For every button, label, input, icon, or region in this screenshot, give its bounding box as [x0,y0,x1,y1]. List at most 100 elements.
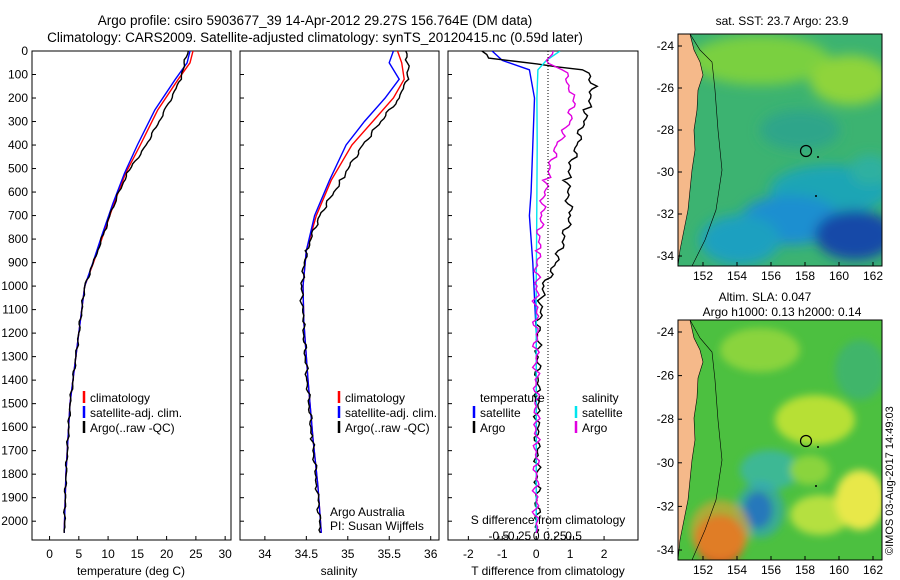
sla-map-title-line1: Altim. SLA: 0.047 [719,290,812,304]
map-lon-label: 154 [727,269,747,283]
map-lat-label: -32 [657,207,675,221]
island-dot [817,446,819,448]
temperature-series [62,51,194,533]
legend-s-argo-label: Argo [582,421,608,435]
map-lat-label: -32 [657,499,675,513]
x-tick-label: 20 [160,547,174,561]
temperature-legend: climatology satellite-adj. clim. Argo(..… [82,391,182,435]
australia-coast-land [678,34,704,266]
depth-tick-label: 0 [21,44,28,58]
legend-satellite-label: satellite-adj. clim. [345,406,437,420]
depth-tick-label: 2000 [1,514,28,528]
depth-axis: 0 100 200 300 400 500 600 700 800 900 1000 1100 1200… [1,44,452,528]
t-difference-xlabel: T difference from climatology [471,564,625,578]
legend-salinity-title: salinity [582,391,619,405]
map-lat-label: -28 [657,123,675,137]
depth-tick-label: 1600 [1,420,28,434]
x-tick-label: 2 [601,547,608,561]
difference-legend: temperature salinity satellite Argo sate… [472,391,623,435]
depth-tick-label: 1700 [1,444,28,458]
depth-tick-label: 1900 [1,491,28,505]
difference-series [481,51,599,534]
legend-temperature-title: temperature [480,391,545,405]
depth-tick-label: 1800 [1,467,28,481]
difference-panel-frame [447,50,639,541]
map-lon-label: 162 [863,269,883,283]
shelf-contour [689,320,723,560]
map-lat-label: -24 [657,325,675,339]
sla-map [678,320,882,560]
x-tick-label: 5 [75,547,82,561]
x-tick-label: 10 [101,547,115,561]
series-line-s-satellite [535,51,561,533]
imos-watermark: ©IMOS 03-Aug-2017 14:49:03 [884,406,896,555]
sst-map-y-axis: -24 -26 -28 -30 -32 -34 [657,39,682,263]
series-line-argo [62,51,189,533]
salinity-x-axis: 34 34.5 35 35.5 36 [258,536,438,561]
plot-title-line2: Climatology: CARS2009. Satellite-adjuste… [47,30,583,45]
depth-tick-label: 600 [8,185,28,199]
x-tick-label: 15 [131,547,145,561]
x-tick-label: 25 [189,547,203,561]
map-lon-label: 152 [693,563,713,577]
x-tick-label: 0 [533,547,540,561]
depth-tick-label: 800 [8,232,28,246]
plot-title-line1: Argo profile: csiro 5903677_39 14-Apr-20… [97,13,533,28]
depth-tick-label: 1500 [1,397,28,411]
sst-map [678,34,882,266]
map-lon-label: 158 [795,269,815,283]
map-lon-label: 160 [829,269,849,283]
series-line-argo [299,51,410,534]
depth-tick-label: 100 [8,68,28,82]
map-lon-label: 152 [693,269,713,283]
map-lon-label: 156 [761,563,781,577]
credit-line2: PI: Susan Wijffels [330,519,424,533]
depth-tick-label: 1000 [1,279,28,293]
legend-satellite-label: satellite-adj. clim. [90,406,182,420]
sst-map-title: sat. SST: 23.7 Argo: 23.9 [716,14,849,28]
australia-coast-land [678,320,704,560]
legend-t-satellite-label: satellite [480,406,521,420]
salinity-series [299,51,410,534]
x-tick-label: 0 [46,547,53,561]
argo-float-marker [799,144,813,158]
temperature-xlabel: temperature (deg C) [77,564,185,578]
sst-field-patterns [690,35,882,265]
map-lat-label: -26 [657,369,675,383]
argo-float-marker [799,434,813,448]
sla-map-y-axis: -24 -26 -28 -30 -32 -34 [657,325,682,557]
legend-t-argo-label: Argo [480,421,506,435]
map-lat-label: -34 [657,543,675,557]
x-tick-label: 1 [567,547,574,561]
salinity-xlabel: salinity [321,564,358,578]
temperature-panel-frame [31,50,232,541]
depth-tick-label: 700 [8,209,28,223]
map-lat-label: -34 [657,249,675,263]
legend-climatology-label: climatology [90,391,150,405]
depth-tick-label: 500 [8,162,28,176]
map-lat-label: -26 [657,81,675,95]
map-lat-label: -30 [657,456,675,470]
map-lon-label: 158 [795,563,815,577]
sla-field-patterns [690,328,882,560]
sla-map-x-axis: 152 154 156 158 160 162 [693,556,883,577]
depth-tick-label: 300 [8,115,28,129]
x-tick-label: -1 [497,547,508,561]
sst-map-frame [677,33,883,267]
map-lat-label: -30 [657,165,675,179]
sla-map-frame [677,319,883,561]
series-line-t-argo [481,51,599,534]
x-tick-label: -2 [463,547,474,561]
depth-tick-label: 200 [8,91,28,105]
map-lon-label: 162 [863,563,883,577]
series-line-t-satellite [491,51,537,533]
sla-map-title-line2: Argo h1000: 0.13 h2000: 0.14 [703,305,862,319]
legend-climatology-label: climatology [345,391,405,405]
depth-tick-label: 1100 [2,303,28,317]
island-dot [817,156,819,158]
x-tick-label: 34.5 [295,547,319,561]
x-tick-label: 36 [424,547,438,561]
x-tick-label: 34 [258,547,272,561]
credit-line1: Argo Australia [330,505,405,519]
